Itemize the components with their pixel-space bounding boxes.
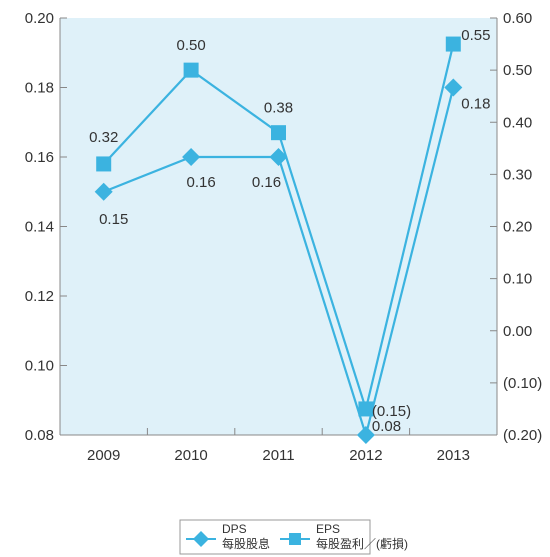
right-tick-label: 0.00 <box>503 323 532 340</box>
legend-box <box>179 519 371 555</box>
dps-marker <box>269 148 288 166</box>
legend-dps-marker <box>193 531 209 547</box>
plot-area <box>60 18 497 435</box>
eps-data-label: (0.15) <box>372 403 411 420</box>
left-tick-label: 0.08 <box>25 427 54 444</box>
right-tick-label: 0.50 <box>503 62 532 79</box>
dps-marker <box>444 78 463 97</box>
right-tick-label: 0.10 <box>503 271 532 288</box>
left-tick-label: 0.14 <box>25 219 54 236</box>
dps-data-label: 0.16 <box>186 174 215 191</box>
x-tick-label: 2010 <box>174 447 207 464</box>
right-tick-label: 0.30 <box>503 166 532 183</box>
right-tick-label: 0.60 <box>503 10 532 27</box>
legend-eps-marker <box>289 533 301 545</box>
right-tick-label: (0.20) <box>503 427 542 444</box>
legend-dps-label-zh: 每股股息 <box>222 536 270 551</box>
left-tick-label: 0.18 <box>25 80 54 97</box>
eps-marker <box>271 125 286 141</box>
dps-data-label: 0.18 <box>461 96 490 113</box>
left-tick-label: 0.20 <box>25 10 54 27</box>
eps-marker <box>96 156 112 172</box>
dps-data-label: 0.08 <box>372 418 401 435</box>
dps-marker <box>182 148 201 166</box>
x-tick-label: 2012 <box>349 447 382 464</box>
dps-marker <box>356 426 375 444</box>
x-tick-label: 2009 <box>87 447 120 464</box>
legend-eps-label: EPS <box>316 522 340 536</box>
dps-data-label: 0.16 <box>252 174 281 191</box>
x-tick-label: 2013 <box>437 447 470 464</box>
eps-marker <box>358 401 374 417</box>
dps-data-label: 0.15 <box>99 211 128 228</box>
dps-marker <box>94 182 113 201</box>
right-tick-label: 0.40 <box>503 114 532 131</box>
x-tick-label: 2011 <box>262 447 294 464</box>
left-tick-label: 0.16 <box>25 149 54 166</box>
right-tick-label: (0.10) <box>503 375 542 392</box>
eps-data-label: 0.32 <box>89 129 118 146</box>
eps-marker <box>183 62 199 78</box>
left-tick-label: 0.10 <box>25 358 54 375</box>
eps-marker <box>445 36 461 52</box>
eps-data-label: 0.38 <box>264 100 293 117</box>
left-tick-label: 0.12 <box>25 288 54 305</box>
right-tick-label: 0.20 <box>503 219 532 236</box>
eps-data-label: 0.50 <box>176 37 205 54</box>
legend-eps-label-zh: 每股盈利／(虧損) <box>316 536 408 551</box>
eps-data-label: 0.55 <box>461 27 490 44</box>
legend-dps-label: DPS <box>222 522 247 536</box>
